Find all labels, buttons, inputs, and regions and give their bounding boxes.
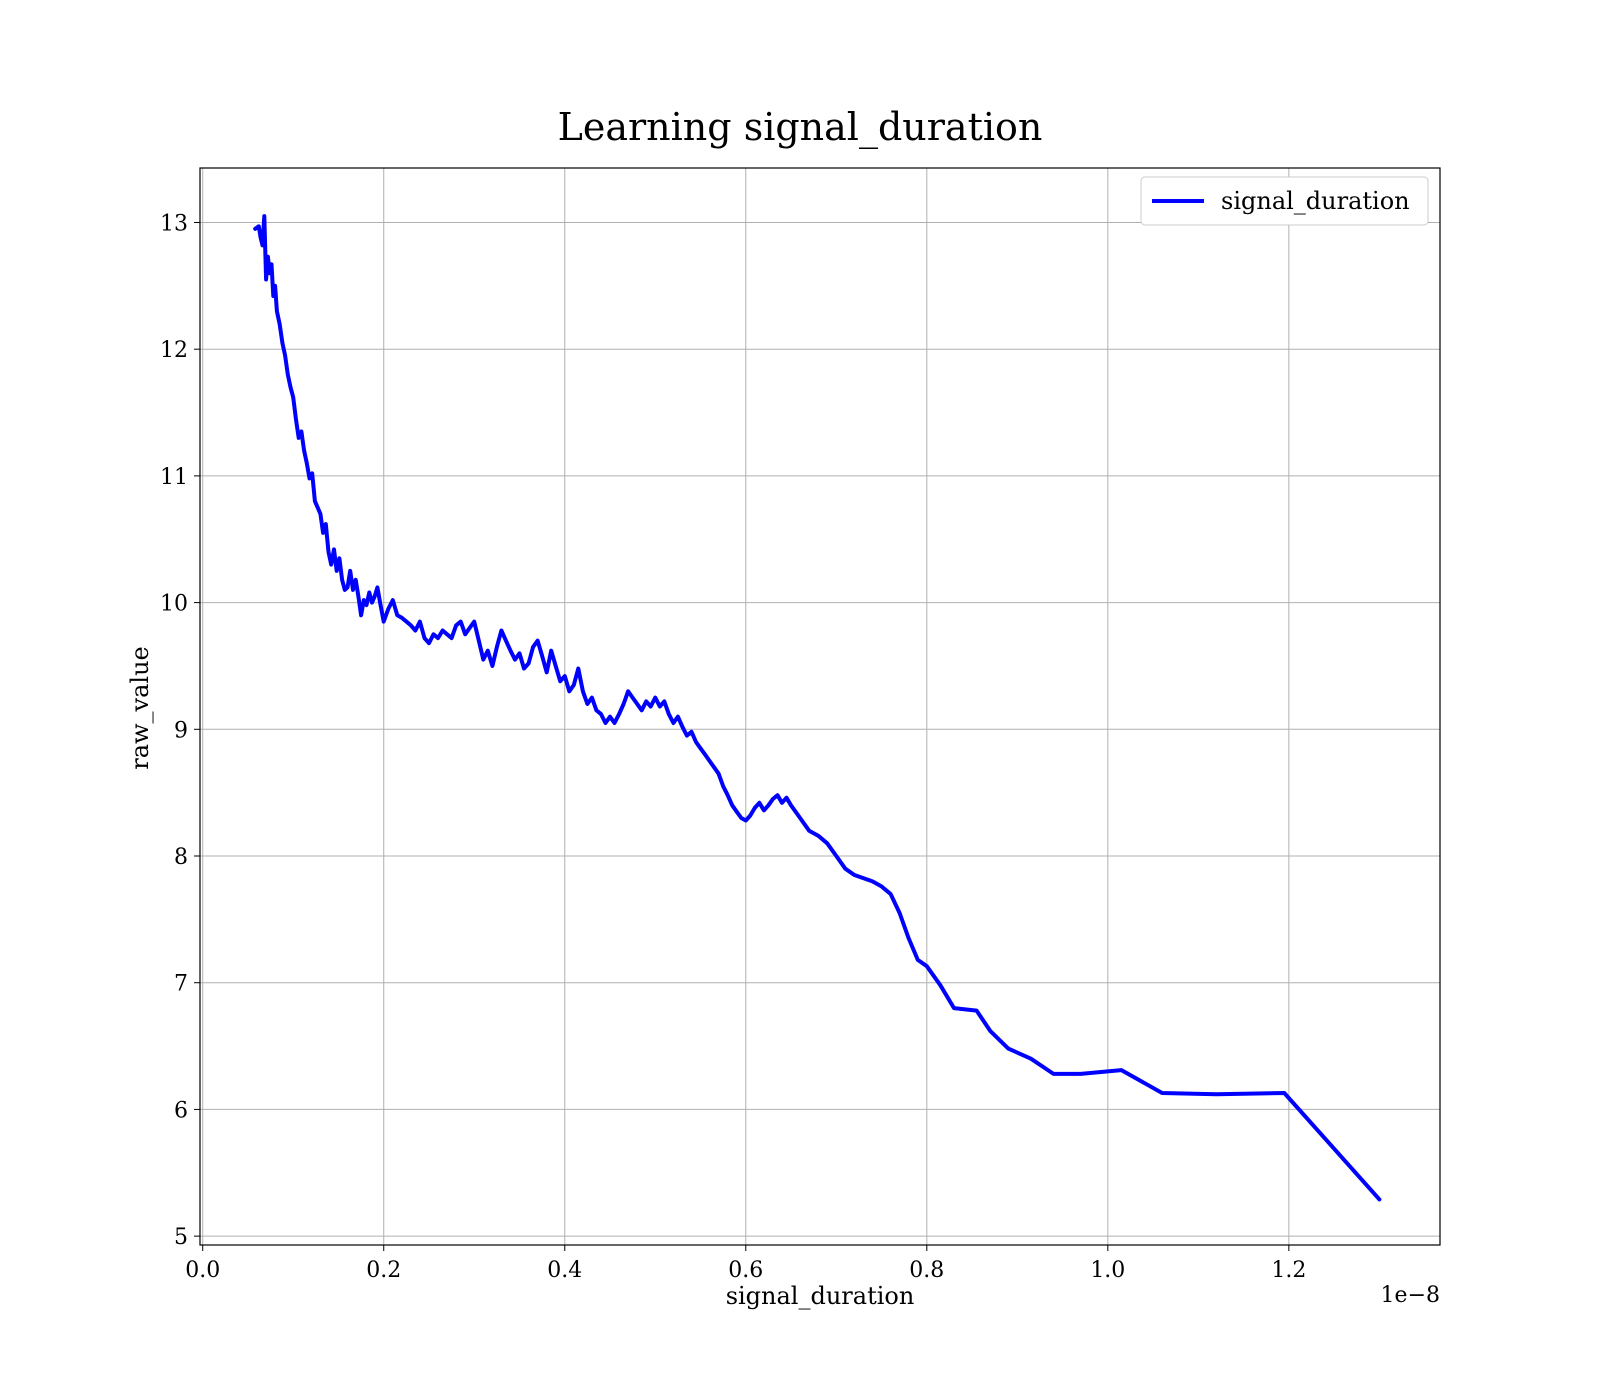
x-axis-label: signal_duration	[726, 1282, 915, 1310]
y-tick-label: 9	[174, 718, 188, 743]
y-tick-label: 7	[174, 972, 188, 997]
y-axis-label: raw_value	[126, 646, 154, 770]
y-tick-label: 5	[174, 1225, 188, 1250]
legend-label: signal_duration	[1221, 187, 1410, 215]
y-tick-label: 13	[160, 211, 188, 236]
x-tick-label: 1.2	[1271, 1258, 1306, 1283]
y-axis-ticks: 5 6 7 8 9 10 11 12 13	[160, 211, 200, 1250]
y-tick-label: 8	[174, 845, 188, 870]
x-tick-label: 0.4	[547, 1258, 582, 1283]
chart-title: Learning signal_duration	[558, 105, 1043, 150]
y-tick-label: 10	[160, 592, 188, 617]
x-tick-label: 0.2	[366, 1258, 401, 1283]
y-tick-label: 12	[160, 338, 188, 363]
legend-box	[1140, 176, 1429, 226]
x-tick-label: 1.0	[1090, 1258, 1125, 1283]
plot-frame	[199, 167, 1441, 1246]
x-tick-label: 0.0	[185, 1258, 220, 1283]
x-axis-offset-text: 1e−8	[1381, 1283, 1440, 1308]
series-line-signal-duration	[253, 214, 1382, 1202]
x-tick-label: 0.6	[728, 1258, 763, 1283]
grid	[200, 168, 1440, 1245]
series-group	[253, 214, 1382, 1202]
x-axis-ticks: 0.0 0.2 0.4 0.6 0.8 1.0 1.2	[185, 1245, 1306, 1283]
y-tick-label: 11	[160, 465, 188, 490]
y-tick-label: 6	[174, 1098, 188, 1123]
x-tick-label: 0.8	[909, 1258, 944, 1283]
legend: signal_duration	[1140, 176, 1429, 226]
